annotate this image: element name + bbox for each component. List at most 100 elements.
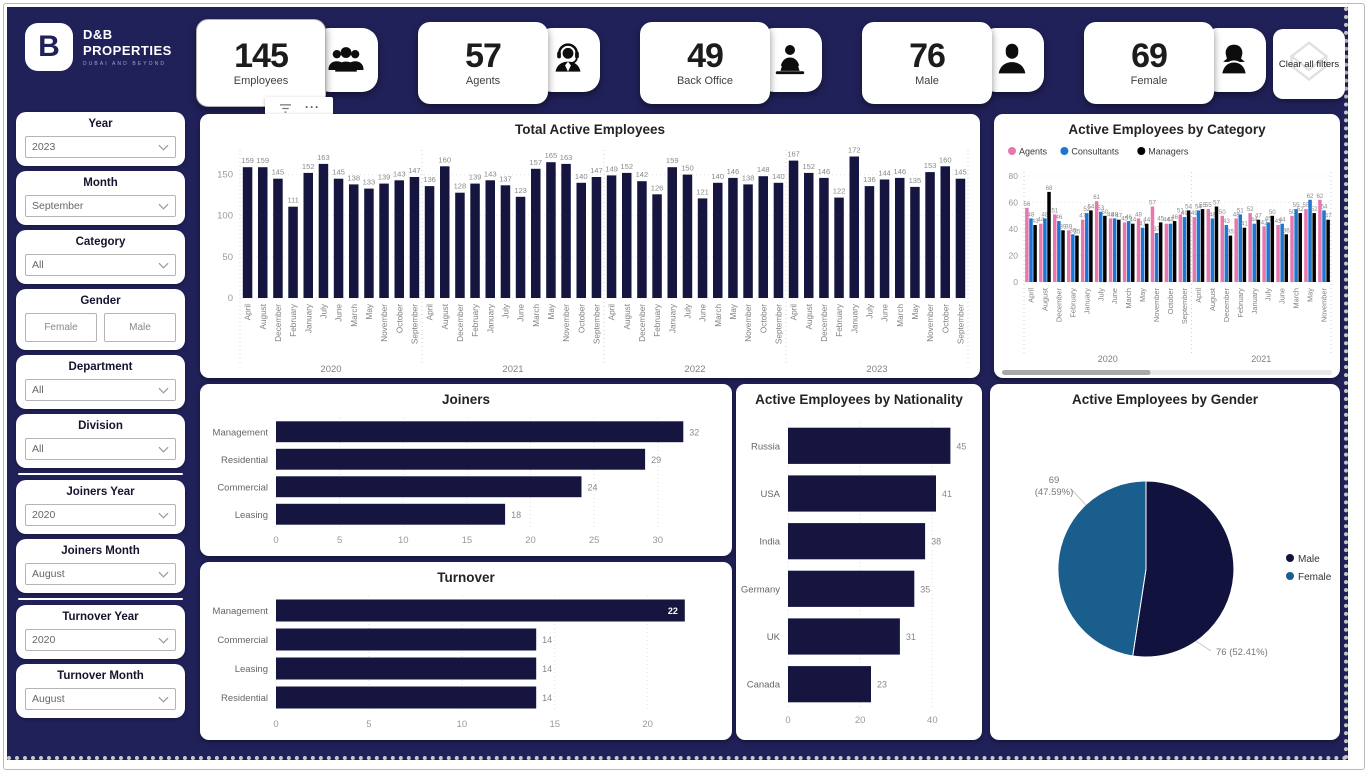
- legend-dot-male[interactable]: [1286, 554, 1294, 562]
- bar-october-2022[interactable]: [758, 176, 769, 298]
- bar-agents-november-2020[interactable]: [1150, 206, 1155, 283]
- bar-managers-june-2021[interactable]: [1284, 234, 1289, 282]
- bar-january-2022[interactable]: [667, 167, 678, 298]
- bar-consultants-august-2021[interactable]: [1210, 218, 1215, 282]
- bar-consultants-october-2020[interactable]: [1168, 223, 1173, 282]
- bar-april-2020[interactable]: [242, 167, 253, 298]
- bar-agents-june-2020[interactable]: [1108, 218, 1113, 282]
- bar-managers-september-2020[interactable]: [1186, 210, 1191, 282]
- bar-managers-january-2020[interactable]: [1089, 210, 1093, 282]
- bar-september-2021[interactable]: [591, 177, 602, 298]
- bar-june-2021[interactable]: [515, 196, 526, 298]
- bar-june-2020[interactable]: [333, 178, 344, 298]
- bar-january-2020[interactable]: [303, 172, 314, 298]
- bar-october-2021[interactable]: [576, 182, 587, 298]
- bar-june-2023[interactable]: [879, 179, 890, 299]
- kpi-card-back-office[interactable]: 49 Back Office: [640, 22, 770, 104]
- bar-residential[interactable]: [276, 448, 646, 470]
- bar-consultants-december-2020[interactable]: [1057, 221, 1061, 282]
- bar-managers-april-2020[interactable]: [1033, 225, 1037, 282]
- bar-agents-may-2021[interactable]: [1304, 209, 1308, 282]
- bar-consultants-july-2021[interactable]: [1266, 222, 1270, 282]
- bar-agents-february-2020[interactable]: [1066, 230, 1071, 282]
- bar-managers-november-2020[interactable]: [1158, 222, 1163, 282]
- bar-agents-january-2020[interactable]: [1080, 219, 1085, 282]
- bar-agents-march-2020[interactable]: [1122, 222, 1127, 282]
- bar-consultants-july-2020[interactable]: [1099, 211, 1103, 282]
- bar-october-2023[interactable]: [940, 166, 951, 298]
- bar-agents-october-2020[interactable]: [1164, 223, 1169, 282]
- bar-consultants-june-2020[interactable]: [1112, 218, 1117, 282]
- bar-november-2022[interactable]: [743, 184, 753, 298]
- bar-consultants-august-2020[interactable]: [1043, 218, 1047, 282]
- joiners-year-dropdown[interactable]: 2020: [25, 504, 176, 526]
- bar-agents-november-2021[interactable]: [1318, 199, 1322, 282]
- bar-russia[interactable]: [788, 427, 951, 464]
- bar-managers-october-2020[interactable]: [1172, 221, 1177, 282]
- bar-september-2020[interactable]: [409, 177, 420, 298]
- bar-consultants-february-2020[interactable]: [1071, 234, 1075, 282]
- bar-consultants-may-2020[interactable]: [1140, 227, 1145, 282]
- bar-managers-august-2020[interactable]: [1047, 191, 1051, 282]
- bar-november-2021[interactable]: [561, 163, 571, 298]
- bar-agents-april-2021[interactable]: [1192, 217, 1197, 282]
- bar-managers-july-2020[interactable]: [1103, 215, 1107, 283]
- bar-uk[interactable]: [788, 618, 900, 655]
- bar-february-2020[interactable]: [288, 206, 298, 298]
- scrollbar-thumb[interactable]: [1002, 370, 1151, 375]
- pie-slice-male[interactable]: [1132, 480, 1235, 658]
- bar-july-2020[interactable]: [318, 163, 329, 298]
- bar-march-2023[interactable]: [895, 177, 905, 298]
- bar-managers-december-2021[interactable]: [1228, 235, 1233, 282]
- kpi-card-female[interactable]: 69 Female: [1084, 22, 1214, 104]
- bar-managers-april-2021[interactable]: [1200, 209, 1205, 282]
- bar-december-2022[interactable]: [637, 181, 647, 298]
- bar-managers-march-2020[interactable]: [1131, 223, 1135, 282]
- kpi-card-agents[interactable]: 57 Agents: [418, 22, 548, 104]
- bar-april-2023[interactable]: [788, 160, 799, 298]
- bar-india[interactable]: [788, 523, 926, 560]
- bar-agents-february-2021[interactable]: [1234, 218, 1238, 282]
- bar-november-2023[interactable]: [925, 172, 935, 298]
- legend-dot-managers[interactable]: [1137, 147, 1146, 155]
- month-dropdown[interactable]: September: [25, 195, 176, 217]
- bar-management[interactable]: [276, 421, 684, 443]
- legend-dot-agents[interactable]: [1008, 147, 1016, 155]
- bar-agents-september-2020[interactable]: [1178, 214, 1183, 282]
- bar-germany[interactable]: [788, 570, 915, 607]
- bar-july-2023[interactable]: [864, 186, 875, 298]
- bar-agents-august-2020[interactable]: [1039, 223, 1043, 282]
- bar-consultants-may-2021[interactable]: [1308, 199, 1312, 282]
- category-dropdown[interactable]: All: [25, 254, 176, 276]
- bar-managers-august-2021[interactable]: [1214, 206, 1219, 283]
- bar-august-2020[interactable]: [258, 167, 268, 298]
- bar-consultants-june-2021[interactable]: [1280, 223, 1284, 282]
- bar-november-2020[interactable]: [379, 183, 389, 298]
- bar-managers-march-2021[interactable]: [1298, 213, 1302, 282]
- turnover-month-dropdown[interactable]: August: [25, 688, 176, 710]
- bar-consultants-january-2021[interactable]: [1252, 223, 1257, 282]
- kpi-card-male[interactable]: 76 Male: [862, 22, 992, 104]
- bar-management[interactable]: [276, 599, 685, 622]
- bar-consultants-november-2021[interactable]: [1322, 210, 1326, 282]
- bar-march-2020[interactable]: [349, 184, 359, 298]
- bar-residential[interactable]: [276, 686, 537, 709]
- bar-may-2023[interactable]: [910, 186, 920, 298]
- bar-august-2022[interactable]: [622, 172, 632, 298]
- bar-august-2021[interactable]: [440, 166, 450, 298]
- bar-april-2022[interactable]: [606, 175, 617, 298]
- bar-managers-january-2021[interactable]: [1256, 219, 1261, 282]
- bar-july-2021[interactable]: [500, 185, 511, 298]
- bar-leasing[interactable]: [276, 657, 537, 680]
- bar-agents-june-2021[interactable]: [1276, 225, 1280, 282]
- bar-july-2022[interactable]: [682, 174, 693, 298]
- bar-may-2022[interactable]: [728, 177, 738, 298]
- filter-icon[interactable]: [278, 103, 293, 114]
- bar-agents-july-2020[interactable]: [1094, 201, 1099, 282]
- bar-april-2021[interactable]: [424, 186, 435, 298]
- turnover-year-dropdown[interactable]: 2020: [25, 629, 176, 651]
- bar-may-2020[interactable]: [364, 188, 374, 298]
- male-button[interactable]: Male: [104, 313, 176, 342]
- bar-june-2022[interactable]: [697, 198, 708, 298]
- bar-agents-december-2020[interactable]: [1053, 214, 1057, 282]
